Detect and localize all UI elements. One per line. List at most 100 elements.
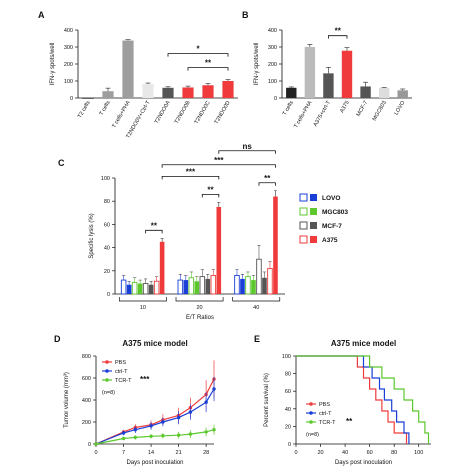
data-point [121, 431, 126, 435]
x-tick-label: T cells+PHA [111, 100, 132, 130]
y-tick-label: 800 [82, 354, 91, 360]
significance-label: ** [335, 27, 342, 36]
y-tick-label: 0 [88, 442, 91, 448]
x-tick-label: T2NDO0A [154, 100, 172, 125]
legend-swatch [310, 236, 317, 243]
data-point [161, 434, 165, 438]
bar [131, 281, 138, 295]
data-point [212, 387, 216, 391]
bar [177, 279, 184, 295]
y-tick-label: 200 [64, 62, 73, 68]
y-tick-label: 300 [268, 45, 277, 51]
data-point [212, 428, 216, 432]
y-tick-label: 400 [268, 28, 277, 34]
bar [126, 284, 132, 294]
series-line [296, 355, 410, 444]
significance-bracket [218, 150, 276, 154]
x-tick-label: T2 cells [77, 100, 92, 120]
significance-label: ** [205, 59, 212, 68]
y-tick-label: 600 [82, 376, 91, 382]
x-tick-label: 21 [176, 450, 182, 456]
bar [148, 284, 154, 294]
data-point [176, 415, 181, 420]
bar [183, 280, 189, 294]
y-tick-label: 100 [282, 354, 291, 360]
y-tick-label: 40 [285, 407, 291, 413]
legend-swatch [310, 208, 317, 215]
group-bracket [118, 297, 167, 302]
x-axis-label: E/T Ratios [186, 315, 214, 321]
series-line [296, 355, 430, 444]
bar [202, 85, 214, 98]
legend-swatch [310, 194, 317, 201]
legend-label: PBS [115, 360, 126, 366]
panel-c: C 0 20 40 60 80 100 Specific lysis (%) 10 20 40 E/T… [58, 142, 348, 321]
significance-label: * [196, 45, 200, 54]
panel-label: D [54, 334, 61, 344]
bar [234, 274, 240, 295]
legend-label: PBS [319, 402, 330, 408]
bar [378, 87, 390, 98]
bar [267, 268, 273, 295]
data-point [121, 436, 126, 441]
chart-title: A375 mice model [122, 339, 187, 348]
significance-label: ** [151, 221, 158, 230]
panel-label: C [58, 158, 65, 168]
panel-a: A 0 100 200 300 400 IFN-γ spots/well T2 cells T … [38, 10, 238, 140]
legend-swatch [299, 235, 308, 244]
significance-label: *** [214, 156, 224, 165]
y-axis-label: IFN-γ spots/well [50, 43, 56, 86]
x-tick-label: 40 [342, 450, 348, 456]
bar [210, 274, 217, 295]
bar [273, 196, 278, 294]
data-point [94, 442, 98, 446]
bar [137, 283, 143, 294]
significance-bracket [187, 67, 229, 71]
y-tick-label: 20 [104, 269, 110, 275]
y-tick-label: 40 [104, 246, 110, 252]
significance-bracket [328, 35, 348, 39]
x-tick-label: MGC803 [372, 100, 388, 122]
sample-size-annotation: (n=8) [102, 390, 115, 396]
bar [341, 50, 353, 98]
x-tick-label: 100 [414, 450, 423, 456]
y-tick-label: 0 [288, 442, 291, 448]
bar [245, 276, 251, 295]
bar [205, 278, 211, 294]
significance-bracket [161, 164, 276, 168]
x-tick-label: 0 [94, 450, 97, 456]
significance-label: *** [186, 167, 196, 176]
y-tick-label: 0 [107, 292, 110, 298]
y-tick-label: 60 [285, 389, 291, 395]
x-tick-label: LOVO [394, 99, 407, 116]
y-tick-label: 100 [64, 79, 73, 85]
x-tick-label: 20 [317, 450, 323, 456]
x-tick-label: 80 [391, 450, 397, 456]
significance-bracket [258, 182, 276, 186]
legend-label: A375 [322, 237, 338, 244]
x-tick-label: 7 [122, 450, 125, 456]
x-tick-label: A375 [339, 100, 351, 114]
y-tick-label: 20 [285, 424, 291, 430]
bar [256, 258, 262, 295]
x-tick-label: T2NDO0D [214, 100, 232, 125]
y-tick-label: 80 [104, 199, 110, 205]
data-point [188, 432, 193, 436]
data-point [133, 428, 138, 432]
bar [222, 81, 234, 98]
x-tick-label: 10 [140, 305, 146, 311]
legend-marker [105, 378, 109, 382]
y-tick-label: 80 [285, 372, 291, 378]
panel-label: A [38, 10, 45, 20]
legend-swatch [299, 193, 308, 202]
bar [251, 280, 256, 294]
x-tick-label: 40 [253, 305, 259, 311]
data-point [149, 424, 153, 428]
significance-bracket [201, 193, 220, 198]
x-tick-label: 14 [148, 450, 154, 456]
significance-label: ** [346, 417, 353, 426]
x-tick-label: 0 [294, 450, 297, 456]
legend-marker [105, 360, 109, 364]
